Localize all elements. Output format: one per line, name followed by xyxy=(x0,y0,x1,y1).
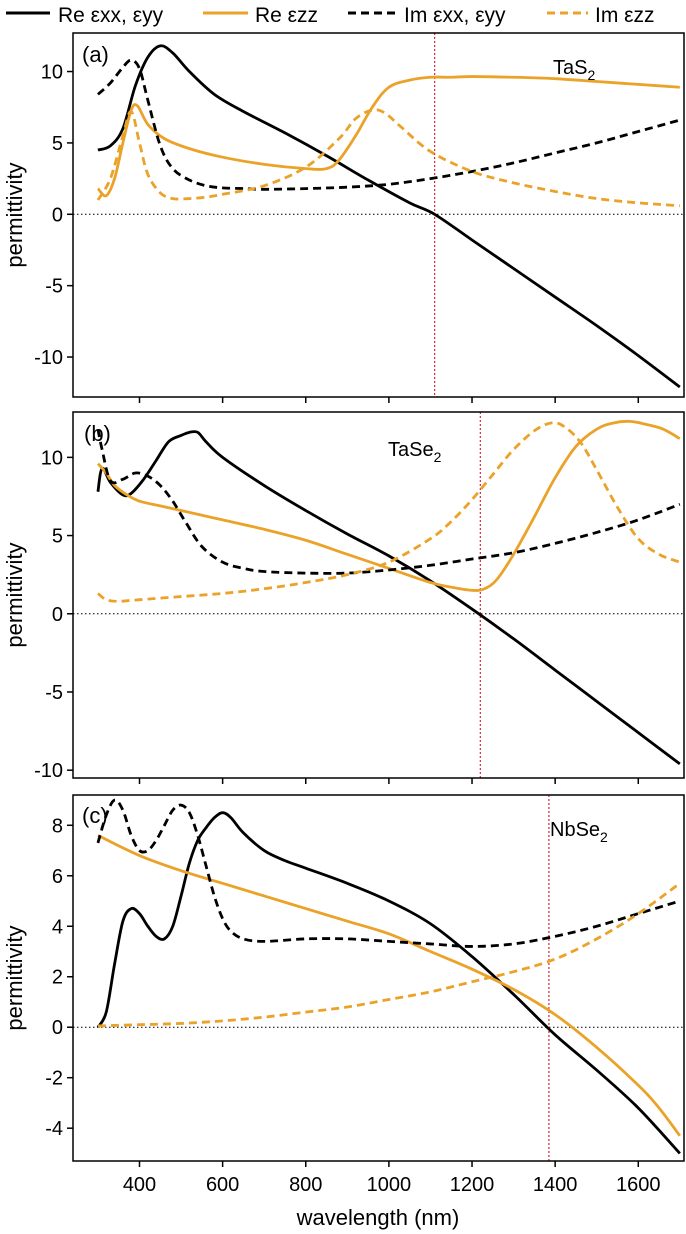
panel-a-ytick-label-1: 5 xyxy=(52,133,63,155)
panel-b-ytick-label-4: -10 xyxy=(34,760,63,782)
panel-b-material: TaSe2 xyxy=(388,439,442,465)
panel-c-ytick-label-0: 8 xyxy=(52,815,63,837)
legend-label-im-xx: Im εxx, εyy xyxy=(404,4,506,27)
panel-b-series-1 xyxy=(96,419,681,592)
panel-b-series-0 xyxy=(96,430,681,766)
panel-b-label: (b) xyxy=(84,421,111,446)
panel-c-xtick-label-0: 400 xyxy=(123,1174,156,1196)
legend-label-im-zz: Im εzz xyxy=(595,4,655,27)
x-axis-label: wavelength (nm) xyxy=(296,1205,460,1230)
panel-a-plot-area xyxy=(73,33,684,397)
panel-a-ytick-label-3: -5 xyxy=(45,276,63,298)
panel-c-ytick-label-6: -4 xyxy=(45,1118,63,1140)
panel-a-ytick-label-4: -10 xyxy=(34,347,63,369)
panel-a-ylabel: permittivity xyxy=(2,162,27,267)
panel-c-series-0 xyxy=(96,811,681,1155)
panel-a-label: (a) xyxy=(82,42,109,67)
panel-c-ytick-label-4: 0 xyxy=(52,1017,63,1039)
panel-c-series-1 xyxy=(97,834,681,1137)
panel-c-ytick-label-2: 4 xyxy=(52,916,63,938)
panel-c-series-2 xyxy=(96,798,681,948)
legend-label-re-zz: Re εzz xyxy=(255,4,318,27)
panel-c-ylabel: permittivity xyxy=(2,925,27,1030)
panel-c-frame xyxy=(72,794,685,1162)
panel-a-series-3 xyxy=(96,108,680,208)
panel-c-xtick-label-3: 1000 xyxy=(367,1174,412,1196)
panel-b: permittivity (b) TaSe2 10 5 0 -5 -10 xyxy=(2,411,685,784)
panel-b-frame xyxy=(72,411,685,779)
panel-a-series-1 xyxy=(96,75,680,198)
panel-b-ytick-label-2: 0 xyxy=(52,604,63,626)
panel-b-series-3 xyxy=(97,421,681,603)
panel-a-ytick-label-0: 10 xyxy=(41,62,63,84)
panel-b-ylabel: permittivity xyxy=(2,542,27,647)
panel-c-ytick-label-5: -2 xyxy=(45,1068,63,1090)
legend: Re εxx, εyy Re εzz Im εxx, εyy Im εzz xyxy=(6,4,655,27)
panel-b-ytick-label-3: -5 xyxy=(45,682,63,704)
panel-c-xtick-label-4: 1200 xyxy=(450,1174,495,1196)
panel-c-xtick-label-2: 800 xyxy=(289,1174,322,1196)
panel-c-series-3 xyxy=(97,882,681,1028)
panel-a-frame xyxy=(72,32,685,398)
panel-c: permittivity (c) NbSe2 8 6 4 2 0 -2 -4 400 600 80… xyxy=(2,794,685,1196)
panel-a-ytick-label-2: 0 xyxy=(52,204,63,226)
panel-c-xtick-label-6: 1600 xyxy=(616,1174,661,1196)
panel-b-ytick-label-1: 5 xyxy=(52,526,63,548)
panel-c-xtick-label-5: 1400 xyxy=(533,1174,578,1196)
panel-c-material: NbSe2 xyxy=(550,819,608,845)
legend-label-re-xx: Re εxx, εyy xyxy=(58,4,164,27)
panel-c-plot-area xyxy=(73,795,684,1161)
panel-a-series-0 xyxy=(97,44,681,389)
panel-c-label: (c) xyxy=(82,803,108,828)
panel-b-ytick-label-0: 10 xyxy=(41,447,63,469)
panel-c-ytick-label-3: 2 xyxy=(52,967,63,989)
panel-c-xtick-label-1: 600 xyxy=(206,1174,239,1196)
panel-b-plot-area xyxy=(73,412,684,778)
panel-a-series-2 xyxy=(96,58,681,191)
panel-c-ytick-label-1: 6 xyxy=(52,866,63,888)
